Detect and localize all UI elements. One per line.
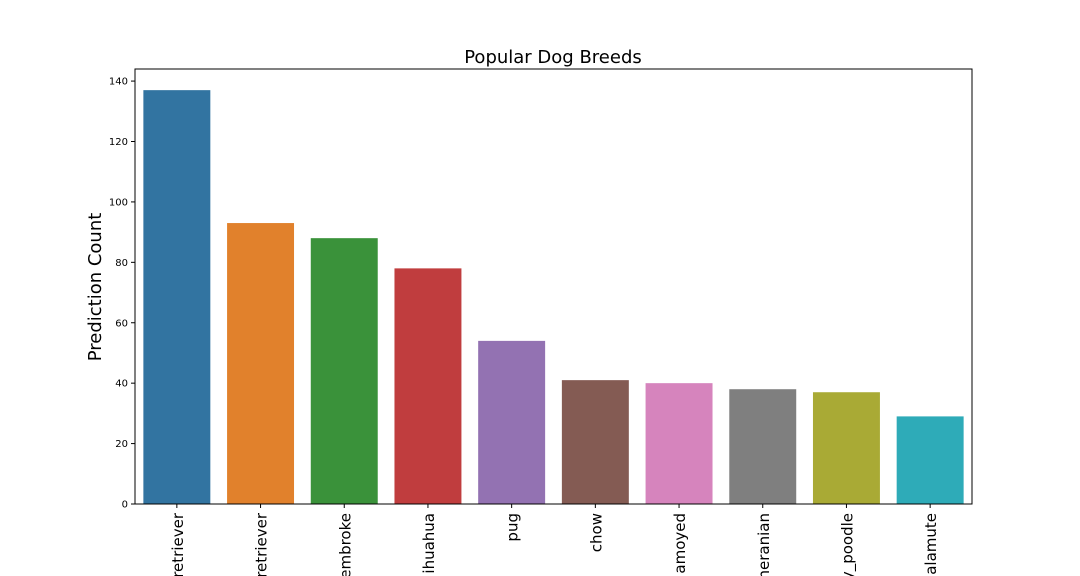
x-tick-label: neranian (755, 513, 773, 576)
bar (561, 380, 629, 504)
y-tick-label: 100 (109, 197, 128, 208)
bar (310, 238, 378, 504)
x-tick-label: y_poodle (838, 513, 857, 576)
bar (143, 90, 211, 504)
y-tick-label: 140 (109, 77, 128, 88)
y-axis-label: Prediction Count (85, 213, 106, 362)
bar (227, 223, 295, 504)
x-tick-label: alamute (922, 513, 940, 575)
y-tick-label: 20 (115, 439, 128, 450)
y-tick-label: 0 (122, 500, 128, 511)
bar (812, 392, 880, 504)
bar (729, 389, 797, 504)
bar (394, 268, 462, 504)
bar (896, 416, 964, 504)
y-tick-label: 40 (115, 379, 128, 390)
bar (645, 383, 713, 504)
x-tick-label: retriever (253, 512, 271, 576)
x-tick-label: embroke (336, 513, 354, 576)
y-tick-label: 60 (115, 318, 128, 329)
bar (478, 340, 546, 504)
x-tick-label: amoyed (671, 513, 689, 574)
y-tick-label: 120 (109, 137, 128, 148)
x-tick-label: pug (504, 513, 522, 542)
y-tick-label: 80 (115, 258, 128, 269)
x-tick-label: retriever (169, 512, 187, 576)
plot-frame (134, 68, 973, 505)
chart-title: Popular Dog Breeds (464, 47, 642, 68)
x-tick-label: ihuahua (420, 513, 438, 574)
x-tick-label: chow (587, 513, 605, 552)
